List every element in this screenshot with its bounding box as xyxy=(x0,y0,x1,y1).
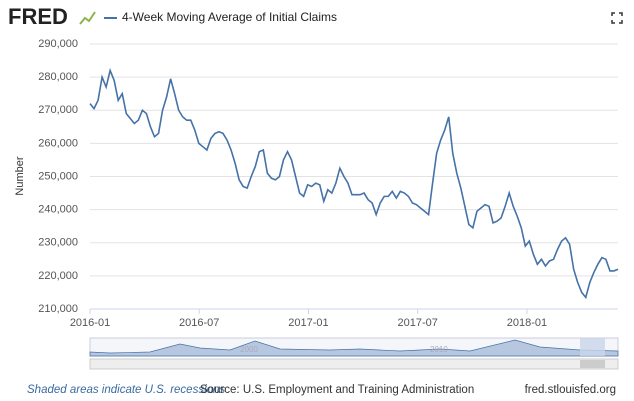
y-tick-label: 240,000 xyxy=(38,204,78,216)
y-tick-label: 210,000 xyxy=(38,303,78,315)
expand-icon[interactable] xyxy=(611,12,623,24)
logo[interactable]: FRED xyxy=(8,4,68,29)
series-line xyxy=(89,67,619,300)
y-tick-label: 290,000 xyxy=(38,38,78,50)
y-tick-label: 250,000 xyxy=(38,170,78,182)
y-tick-label: 260,000 xyxy=(38,137,78,149)
x-tick-label: 2017-01 xyxy=(288,317,328,329)
site[interactable]: fred.stlouisfed.org xyxy=(525,384,616,396)
recession-note[interactable]: Shaded areas indicate U.S. recessions xyxy=(27,384,225,396)
y-tick-label: 280,000 xyxy=(38,71,78,83)
legend-label: 4-Week Moving Average of Initial Claims xyxy=(122,10,337,24)
y-tick-label: 270,000 xyxy=(38,104,78,116)
x-tick-label: 2016-01 xyxy=(70,317,110,329)
navigator-area xyxy=(89,339,619,357)
y-axis-label: Number xyxy=(14,156,26,195)
y-tick-label: 220,000 xyxy=(38,270,78,282)
scrollbar-thumb[interactable] xyxy=(580,360,605,368)
x-tick-label: 2018-01 xyxy=(507,317,547,329)
navigator-selection[interactable] xyxy=(580,338,605,356)
logo-icon xyxy=(79,11,96,25)
y-tick-label: 230,000 xyxy=(38,237,78,249)
scrollbar[interactable] xyxy=(89,358,619,370)
x-tick-label: 2017-07 xyxy=(398,317,438,329)
x-tick-label: 2016-07 xyxy=(179,317,219,329)
navigator-label: 2000 xyxy=(240,345,258,354)
navigator-label: 2010 xyxy=(430,345,448,354)
source: Source: U.S. Employment and Training Adm… xyxy=(200,384,474,396)
